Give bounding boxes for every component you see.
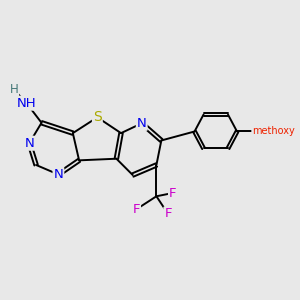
Text: N: N [24,137,34,150]
Text: F: F [164,208,172,220]
Text: N: N [53,168,63,181]
Text: N: N [137,117,147,130]
Text: F: F [169,187,176,200]
Text: O: O [256,125,267,138]
Text: S: S [93,110,102,124]
Text: H: H [9,83,18,96]
Text: NH: NH [17,97,36,110]
Text: F: F [133,203,140,216]
Text: methoxy: methoxy [252,127,295,136]
